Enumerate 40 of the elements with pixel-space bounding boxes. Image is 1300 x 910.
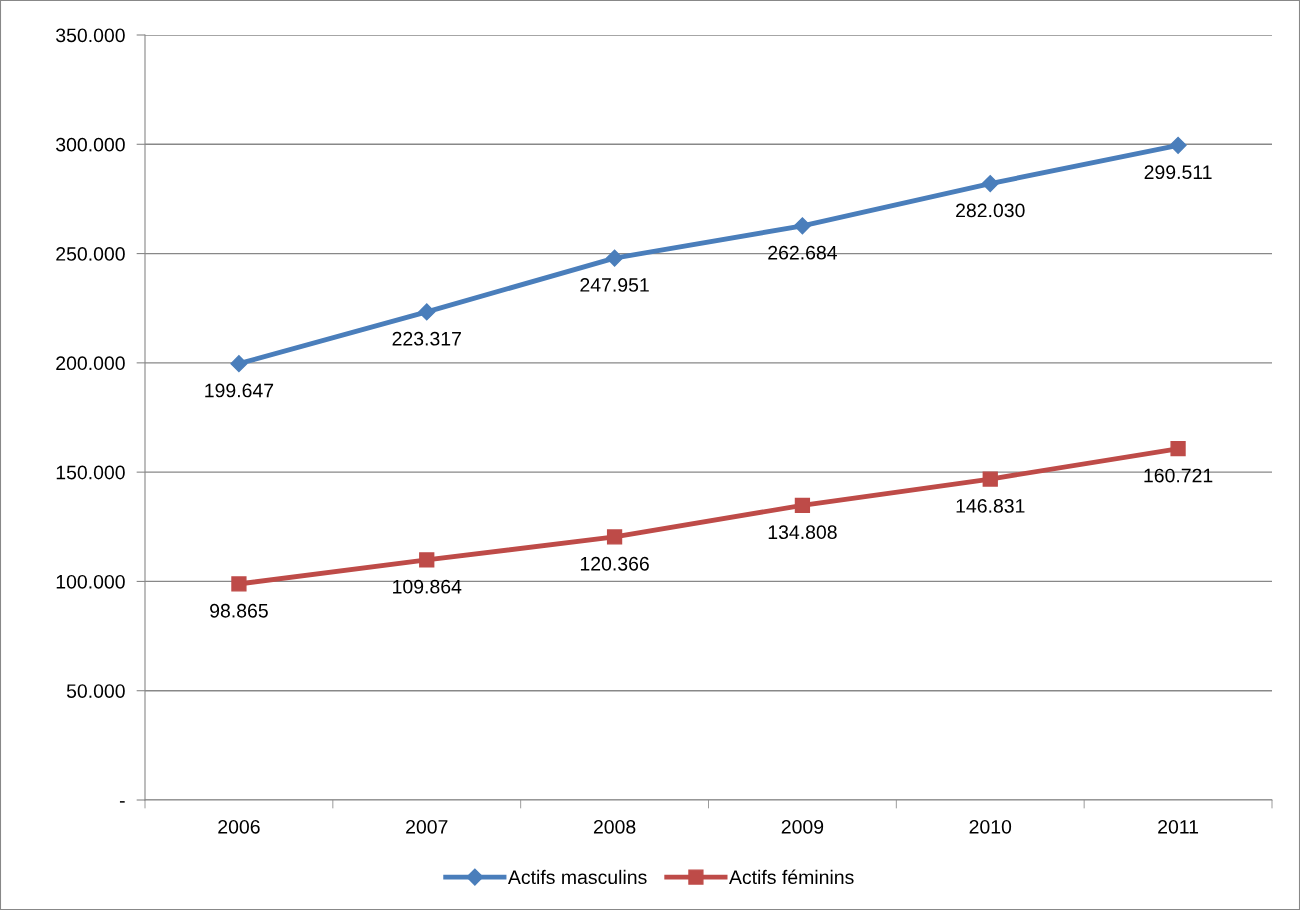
- y-tick-label: 50.000: [66, 684, 125, 698]
- point: [794, 497, 811, 513]
- point: [982, 471, 998, 487]
- x-tick-label: 2009: [781, 819, 824, 834]
- data-label: 160.721: [1144, 468, 1213, 483]
- x-tick-label: 2011: [1158, 819, 1199, 834]
- y-tick-label: 100.000: [56, 574, 125, 589]
- data-label: 98.865: [210, 603, 268, 618]
- point: [419, 552, 435, 568]
- y-tick-label: 250.000: [56, 247, 125, 261]
- y-tick-label: 150.000: [56, 465, 125, 480]
- y-tick-label: -: [119, 801, 125, 803]
- data-label: 120.366: [580, 556, 649, 571]
- x-tick-label: 2010: [969, 819, 1012, 834]
- x-tick-label: 2008: [593, 819, 636, 834]
- data-label: 223.317: [392, 331, 461, 346]
- point: [606, 249, 624, 267]
- data-label: 299.511: [1144, 165, 1212, 180]
- point: [981, 175, 999, 193]
- y-tick-label: 300.000: [56, 137, 125, 152]
- point: [418, 303, 436, 321]
- y-tick-label: 350.000: [56, 28, 125, 43]
- data-label: 262.684: [768, 245, 837, 260]
- x-tick-label: 2006: [218, 819, 260, 834]
- x-tick-label: 2007: [406, 819, 448, 834]
- legend-label: Actifs féminins: [729, 869, 854, 885]
- point: [793, 217, 811, 235]
- y-tick-label: 200.000: [56, 356, 125, 371]
- point: [231, 576, 247, 592]
- legend-label: Actifs masculins: [507, 869, 647, 885]
- point: [230, 355, 248, 373]
- data-label: 134.808: [768, 525, 837, 540]
- point: [606, 529, 623, 545]
- point: [1170, 441, 1186, 457]
- data-label: 282.030: [956, 203, 1025, 218]
- data-label: 247.951: [580, 278, 649, 292]
- point: [1169, 136, 1187, 154]
- data-label: 199.647: [205, 383, 274, 398]
- data-label: 146.831: [956, 499, 1025, 513]
- data-label: 109.864: [393, 579, 462, 594]
